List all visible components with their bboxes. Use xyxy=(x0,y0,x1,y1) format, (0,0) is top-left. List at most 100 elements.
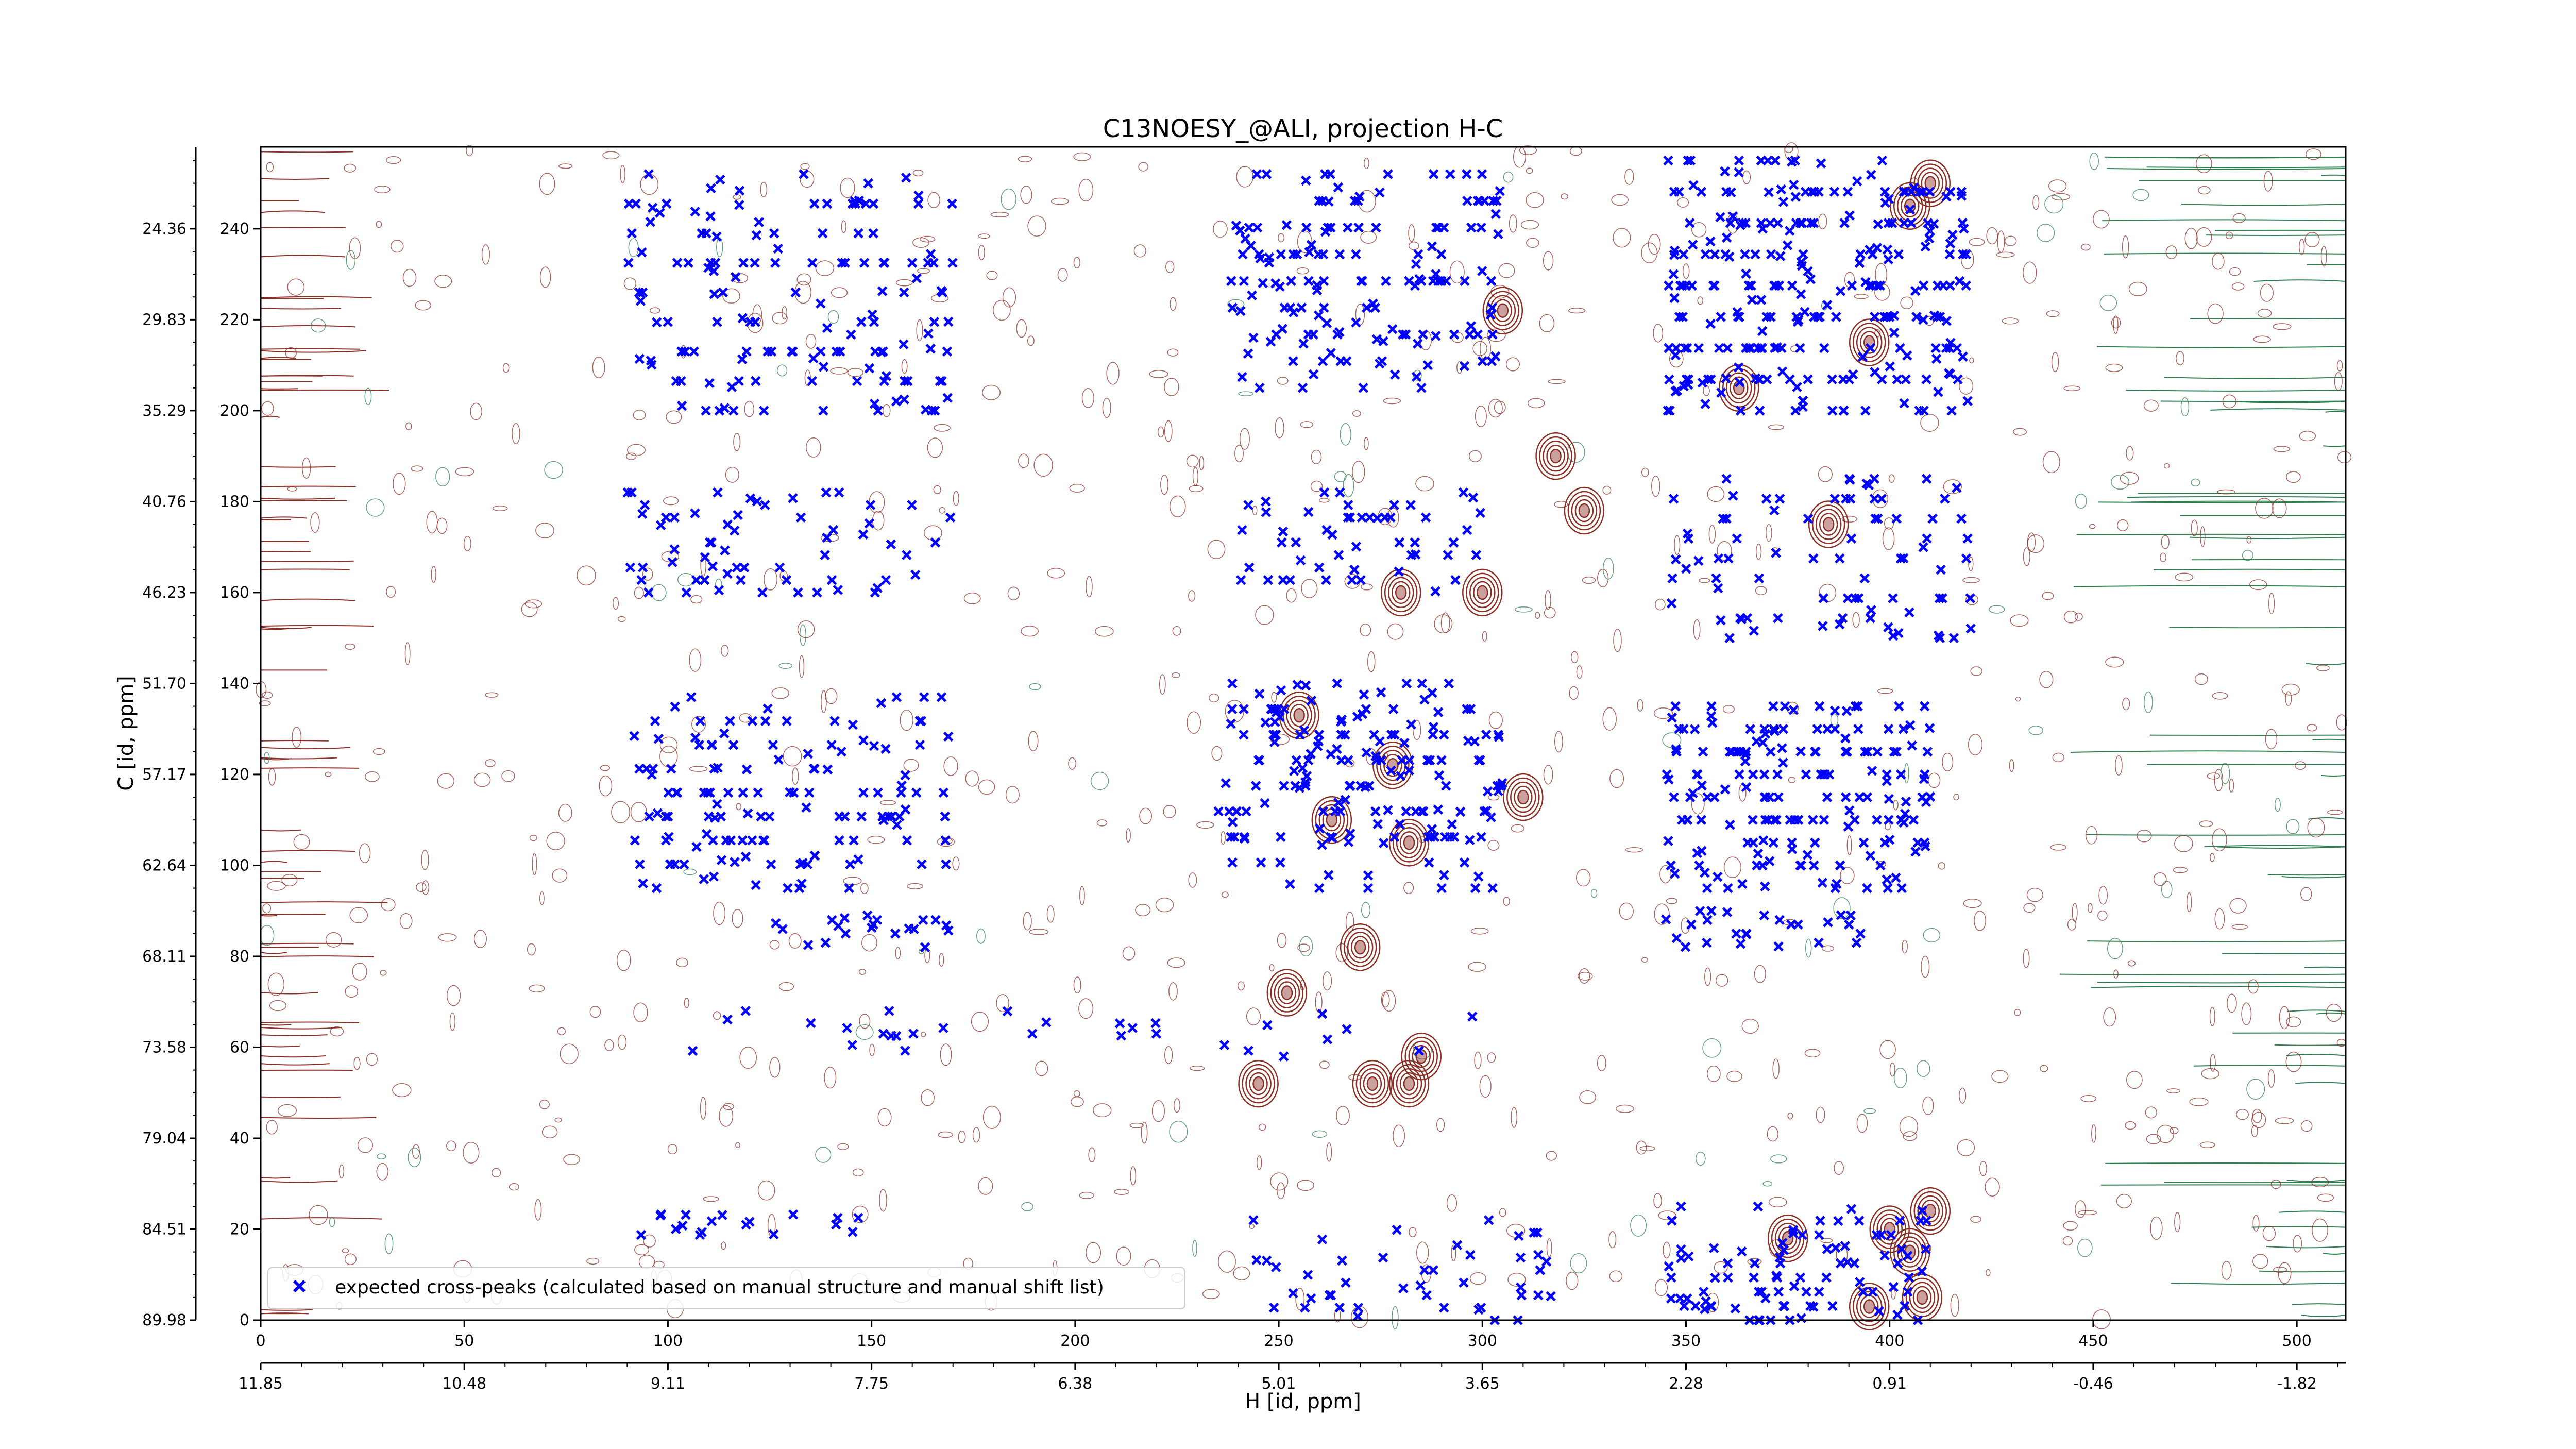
cross-peak-marker xyxy=(1835,286,1846,296)
cross-peak-marker xyxy=(1954,276,1965,287)
contour-noise xyxy=(1007,586,1020,601)
cross-peak-marker xyxy=(1002,1006,1013,1017)
contour-noise xyxy=(901,359,908,374)
cross-peak-marker xyxy=(859,258,870,268)
cross-peak-marker xyxy=(1930,343,1941,353)
cross-peak-marker xyxy=(1286,276,1296,287)
contour-streak-left xyxy=(260,325,356,328)
contour-noise xyxy=(1130,1166,1137,1186)
contour-peak xyxy=(1469,577,1496,609)
cross-peak-marker xyxy=(1944,368,1954,379)
contour-noise xyxy=(1938,862,1945,870)
cross-peak-marker xyxy=(1452,1240,1463,1251)
contour-noise xyxy=(577,565,596,586)
contour-noise xyxy=(1050,197,1069,205)
cross-peak-marker xyxy=(1303,329,1314,340)
cross-peak-marker xyxy=(928,258,939,268)
contour-noise xyxy=(852,1205,869,1223)
contour-noise xyxy=(1336,1106,1350,1126)
cross-peak-marker xyxy=(1433,804,1444,815)
contour-noise xyxy=(1149,370,1168,378)
cross-peak-marker xyxy=(1685,792,1696,802)
cross-peak-marker xyxy=(1857,351,1868,362)
contour-noise xyxy=(2191,519,2198,536)
cross-peak-marker xyxy=(636,1229,647,1240)
cross-peak-marker xyxy=(1458,487,1469,498)
cross-peak-marker xyxy=(1766,249,1776,260)
cross-peak-marker xyxy=(1822,792,1833,802)
cross-peak-marker xyxy=(1235,306,1246,316)
contour-noise xyxy=(2229,779,2234,793)
contour-streak-right xyxy=(2266,1245,2346,1249)
cross-peak-marker xyxy=(1737,218,1748,228)
contour-noise xyxy=(965,770,979,787)
contour-noise xyxy=(353,1057,361,1070)
cross-peak-marker xyxy=(1764,187,1774,197)
cross-peak-marker xyxy=(1465,835,1475,845)
contour-noise xyxy=(1691,222,1707,238)
cross-peak-marker xyxy=(917,859,927,870)
cross-peak-marker xyxy=(1317,1234,1328,1245)
contour-noise xyxy=(2098,885,2108,905)
contour-streak-left xyxy=(260,991,318,995)
contour-noise xyxy=(912,170,924,177)
cross-peak-marker xyxy=(1314,823,1325,834)
cross-peak-marker xyxy=(1378,1252,1388,1263)
contour-noise xyxy=(2042,451,2060,474)
contour-noise xyxy=(2212,692,2228,700)
cross-peak-marker xyxy=(1697,780,1707,791)
contour-streak-right xyxy=(2181,204,2346,206)
cross-peak-marker xyxy=(1375,187,1385,198)
cross-peak-marker xyxy=(1816,158,1826,169)
contour-noise xyxy=(2173,867,2188,873)
contour-noise xyxy=(1246,1007,1261,1025)
contour-noise xyxy=(978,233,990,239)
cross-peak-marker xyxy=(943,925,954,936)
contour-noise xyxy=(2214,768,2223,791)
cross-peak-marker xyxy=(1386,765,1396,776)
cross-peak-marker xyxy=(1818,769,1829,780)
cross-peak-marker xyxy=(911,273,922,283)
cross-peak-marker xyxy=(901,173,911,183)
contour-noise xyxy=(1164,378,1179,396)
cross-peak-marker xyxy=(807,376,817,386)
cross-peak-marker xyxy=(812,587,822,598)
cross-peak-marker xyxy=(1774,915,1785,925)
contour-streak-right xyxy=(2164,376,2346,379)
contour-noise xyxy=(399,913,413,929)
cross-peak-marker xyxy=(783,883,793,894)
contour-noise xyxy=(2327,810,2343,815)
cross-peak-marker xyxy=(1879,187,1890,197)
cross-peak-marker xyxy=(747,716,758,726)
contour-noise xyxy=(1616,1104,1635,1113)
contour-streak-left xyxy=(260,1063,330,1066)
contour-noise xyxy=(1413,719,1421,740)
cross-peak-marker xyxy=(653,733,664,744)
cross-peak-marker xyxy=(863,178,873,189)
cross-peak-marker xyxy=(1758,835,1769,846)
contour-noise xyxy=(800,163,810,170)
cross-peak-marker xyxy=(1473,871,1484,882)
contour-noise xyxy=(2270,1180,2281,1189)
cross-peak-marker xyxy=(1927,513,1938,524)
cross-peak-marker xyxy=(1306,749,1316,759)
cross-peak-marker xyxy=(1797,1229,1807,1240)
contour-noise xyxy=(1520,220,1539,230)
contour-noise xyxy=(1073,152,1091,161)
x-tick-label-index: 500 xyxy=(2282,1332,2312,1350)
cross-peak-marker xyxy=(1883,254,1893,265)
cross-peak-marker xyxy=(1666,598,1677,609)
contour-noise xyxy=(824,1067,837,1089)
contour-noise xyxy=(1046,905,1055,923)
contour-streak-right xyxy=(2312,738,2346,740)
contour-noise xyxy=(1408,224,1415,242)
cross-peak-marker xyxy=(1493,786,1504,797)
cross-peak-marker xyxy=(1899,218,1909,228)
cross-peak-marker xyxy=(903,376,913,386)
cross-peak-marker xyxy=(1720,784,1731,795)
cross-peak-marker xyxy=(1343,222,1353,233)
contour-noise xyxy=(1527,398,1545,409)
contour-noise xyxy=(1535,612,1540,619)
cross-peak-marker xyxy=(1705,236,1716,247)
cross-peak-marker xyxy=(1840,494,1851,504)
